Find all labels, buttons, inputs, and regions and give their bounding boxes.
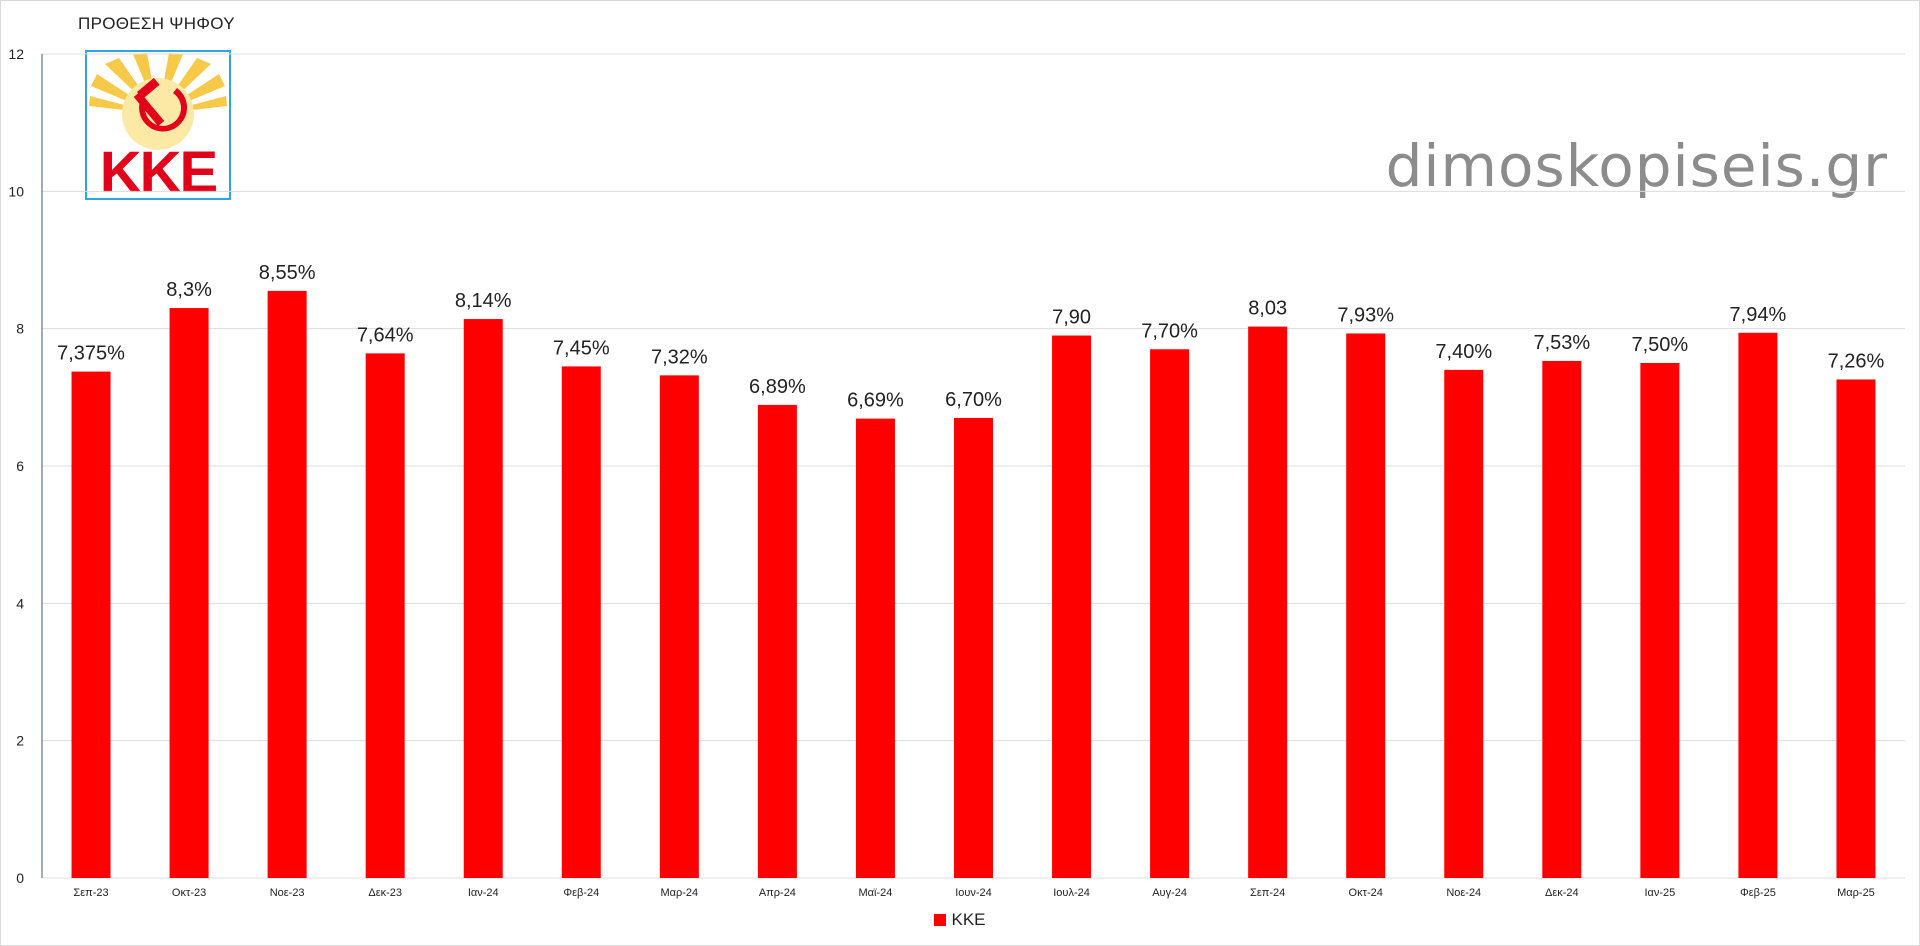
y-axis-ticks: 0 2 4 6 8 10 12 [8, 46, 24, 886]
bar [1836, 379, 1876, 878]
bar [267, 290, 307, 878]
data-label: 7,94% [1730, 304, 1787, 326]
data-label: 7,26% [1828, 350, 1885, 372]
x-tick-label: Νοε-24 [1446, 887, 1481, 899]
bar [1542, 360, 1582, 878]
bar [71, 371, 111, 878]
x-tick-label: Ιουν-24 [955, 887, 992, 899]
data-labels: 7,375% 8,3% 8,55% 7,64% 8,14% 7,45% 7,32% 6,89%… [57, 262, 1884, 412]
x-tick-label: Οκτ-24 [1349, 887, 1383, 899]
bar [561, 366, 601, 878]
x-tick-label: Αυγ-24 [1152, 887, 1187, 899]
x-tick-label: Σεπ-24 [1250, 887, 1285, 899]
bar [855, 418, 895, 878]
kke-logo: ΚΚΕ [85, 50, 231, 200]
x-tick-label: Ιουλ-24 [1053, 887, 1090, 899]
x-tick-label: Δεκ-23 [368, 887, 402, 899]
y-tick-label: 6 [16, 458, 24, 474]
data-label: 7,375% [57, 343, 125, 365]
data-label: 7,40% [1435, 341, 1492, 363]
x-tick-label: Νοε-23 [270, 887, 305, 899]
legend-label: ΚΚΕ [951, 910, 986, 929]
y-tick-label: 2 [16, 733, 24, 749]
bar [1444, 369, 1484, 878]
data-label: 7,32% [651, 346, 708, 368]
logo-text: ΚΚΕ [100, 140, 217, 200]
data-label: 7,70% [1141, 320, 1198, 342]
data-label: 7,64% [357, 324, 414, 346]
data-label: 7,50% [1632, 334, 1689, 356]
x-tick-label: Μαϊ-24 [859, 887, 893, 899]
data-label: 7,93% [1337, 304, 1394, 326]
x-tick-label: Φεβ-25 [1740, 887, 1776, 899]
y-tick-label: 12 [8, 46, 24, 62]
bar [659, 375, 699, 878]
data-label: 8,3% [166, 279, 212, 301]
bar [365, 353, 405, 878]
data-label: 7,53% [1533, 332, 1590, 354]
data-label: 6,89% [749, 376, 806, 398]
x-tick-label: Ιαν-24 [468, 887, 499, 899]
bar [1640, 363, 1680, 878]
x-tick-label: Οκτ-23 [172, 887, 206, 899]
y-tick-label: 4 [16, 595, 24, 611]
y-tick-label: 10 [8, 183, 24, 199]
y-tick-label: 0 [16, 870, 24, 886]
bar [463, 319, 503, 878]
data-label: 8,14% [455, 290, 512, 312]
bars [71, 290, 1876, 879]
hammer-sickle-icon [133, 77, 188, 132]
legend-swatch [934, 914, 947, 926]
x-tick-label: Δεκ-24 [1545, 887, 1579, 899]
x-tick-label: Φεβ-24 [563, 887, 599, 899]
data-label: 6,69% [847, 390, 904, 412]
data-label: 7,45% [553, 337, 610, 359]
bar [1738, 332, 1778, 879]
x-tick-label: Μαρ-25 [1837, 887, 1875, 899]
y-tick-label: 8 [16, 321, 24, 337]
data-label: 7,90 [1052, 307, 1091, 329]
x-tick-label: Απρ-24 [759, 887, 796, 899]
x-tick-label: Μαρ-24 [660, 887, 698, 899]
bar [1248, 326, 1288, 878]
bar [954, 417, 993, 878]
data-label: 6,70% [945, 389, 1002, 411]
x-tick-label: Ιαν-25 [1644, 887, 1675, 899]
bar [757, 404, 797, 878]
data-label: 8,55% [259, 262, 316, 284]
bar [1150, 349, 1190, 878]
data-label: 8,03 [1248, 298, 1287, 320]
bar [1052, 335, 1092, 878]
watermark: dimoskopiseis.gr [1385, 132, 1888, 200]
x-tick-label: Σεπ-23 [73, 887, 108, 899]
x-axis-ticks: Σεπ-23 Οκτ-23 Νοε-23 Δεκ-23 Ιαν-24 Φεβ-24 Μαρ-… [73, 887, 1874, 899]
chart-title: ΠΡΟΘΕΣΗ ΨΗΦΟΥ [78, 14, 235, 33]
legend: ΚΚΕ [0, 910, 1920, 930]
bar [1346, 333, 1386, 878]
bar [169, 308, 209, 879]
